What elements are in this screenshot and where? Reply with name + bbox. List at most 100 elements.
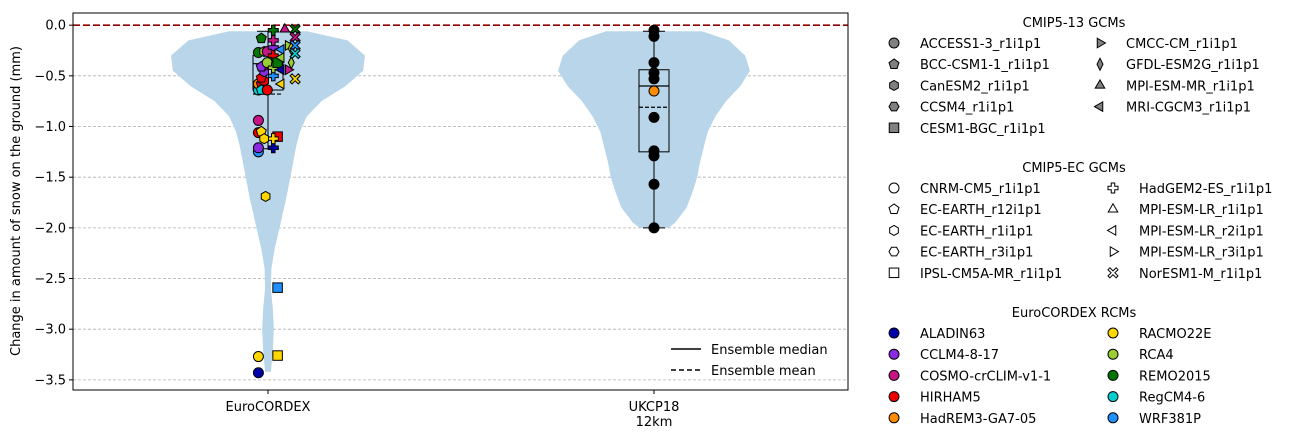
data-point: [648, 73, 660, 85]
legend-item-label: HadGEM2-ES_r1i1p1: [1139, 182, 1272, 197]
data-point: [252, 114, 264, 126]
gridlines: [73, 75, 848, 381]
legend-marker: [889, 224, 899, 236]
legend-item-label: REMO2015: [1139, 369, 1211, 384]
legend-item-label: CCLM4-8-17: [920, 348, 999, 363]
legend-marker: [1096, 57, 1104, 72]
data-point: [252, 367, 264, 379]
legend-marker: [888, 267, 900, 279]
legend-marker: [888, 58, 900, 69]
legend-marker: [1107, 412, 1119, 424]
y-tick-label: −1.5: [34, 171, 66, 186]
legend-item-label: HadREM3-GA7-05: [920, 412, 1036, 427]
violins: [171, 31, 750, 372]
data-point: [259, 133, 269, 145]
data-points: [252, 22, 660, 379]
plot-frame: [72, 12, 849, 391]
data-point: [648, 222, 660, 234]
legend-marker: [1107, 202, 1119, 213]
legend-marker: [888, 327, 900, 339]
data-point: [648, 57, 660, 69]
data-point: [267, 70, 279, 82]
legend-marker: [888, 122, 900, 134]
legend-item-label: MPI-ESM-LR_r1i1p1: [1139, 203, 1264, 218]
y-tick-label: −1.0: [34, 120, 66, 135]
data-point: [272, 282, 283, 293]
violin-euro: [171, 31, 365, 372]
data-point: [274, 43, 285, 56]
legend-section-title: CMIP5-13 GCMs: [1023, 16, 1126, 31]
model-legend: CMIP5-13 GCMs ACCESS1-3_r1i1p1 BCC-CSM1-1_…: [888, 16, 1272, 427]
data-point: [267, 24, 279, 36]
legend-marker: [1107, 182, 1119, 194]
legend-item-label: EC-EARTH_r3i1p1: [920, 246, 1033, 261]
legend-item-label: CNRM-CM5_r1i1p1: [920, 182, 1041, 197]
y-tick-label: −2.0: [34, 221, 66, 236]
y-axis: 0.0 −0.5 −1.0 −1.5 −2.0 −2.5 −3.0 −3.5: [34, 19, 73, 388]
data-point: [274, 64, 285, 76]
legend-marker: [1109, 245, 1120, 258]
y-axis-label: Change in amount of snow on the ground (…: [9, 46, 24, 356]
legend-item-label: RegCM4-6: [1139, 391, 1205, 406]
data-point: [648, 111, 660, 123]
data-point: [267, 142, 279, 154]
legend-item-label: HIRHAM5: [920, 391, 981, 406]
legend-section-title: CMIP5-EC GCMs: [1022, 161, 1126, 176]
y-tick-label: −2.5: [34, 272, 66, 287]
legend-item-label: IPSL-CM5A-MR_r1i1p1: [920, 267, 1062, 282]
legend-item-label: COSMO-crCLIM-v1-1: [920, 369, 1051, 384]
legend-item-label: CMCC-CM_r1i1p1: [1126, 37, 1238, 52]
legend-item-label: CESM1-BGC_r1i1p1: [920, 122, 1046, 137]
legend-marker: [888, 369, 900, 381]
x-tick-label: 12km: [636, 415, 673, 430]
data-point: [272, 350, 283, 361]
legend-section-title: EuroCORDEX RCMs: [1012, 306, 1137, 321]
legend-marker: [888, 348, 900, 360]
x-tick-label: UKCP18: [629, 400, 680, 415]
data-point: [260, 190, 271, 203]
legend-marker: [1107, 391, 1119, 403]
data-point: [284, 64, 295, 76]
data-point: [648, 150, 660, 162]
data-point: [287, 55, 295, 70]
legend-item-label: BCC-CSM1-1_r1i1p1: [920, 58, 1050, 73]
data-point: [289, 73, 301, 85]
legend-marker: [888, 101, 900, 112]
y-tick-label: 0.0: [45, 19, 66, 34]
legend-item-label: CanESM2_r1i1p1: [920, 79, 1030, 94]
legend-item-label: EC-EARTH_r12i1p1: [920, 203, 1042, 218]
data-point: [648, 178, 660, 190]
legend-item-label: NorESM1-M_r1i1p1: [1139, 267, 1262, 282]
legend-item-label: CCSM4_r1i1p1: [920, 101, 1014, 116]
legend-item-label: ALADIN63: [920, 327, 985, 342]
data-point: [261, 84, 273, 96]
legend-item-label: GFDL-ESM2G_r1i1p1: [1126, 58, 1260, 73]
legend-item-label: MRI-CGCM3_r1i1p1: [1126, 101, 1251, 116]
legend-marker: [1107, 348, 1119, 360]
legend-marker: [1106, 224, 1117, 237]
data-point: [648, 30, 660, 42]
violin-ukcp: [558, 31, 750, 228]
legend-marker: [889, 79, 899, 91]
legend-item-label: WRF381P: [1139, 412, 1201, 427]
data-point: [267, 34, 279, 46]
data-point: [289, 39, 301, 52]
data-point: [252, 142, 264, 154]
x-tick-label: EuroCORDEX: [226, 400, 311, 415]
legend-marker: [888, 182, 900, 194]
legend-item-label: RCA4: [1139, 348, 1174, 363]
legend-marker: [888, 37, 900, 49]
legend-item-label: MPI-ESM-LR_r3i1p1: [1139, 246, 1264, 261]
data-point: [255, 32, 267, 44]
ensemble-legend-label: Ensemble mean: [711, 364, 816, 379]
y-tick-label: −3.5: [34, 373, 66, 388]
legend-marker: [888, 391, 900, 403]
legend-marker: [888, 203, 900, 214]
legend-marker: [1096, 37, 1107, 49]
y-tick-label: −3.0: [34, 323, 66, 338]
data-point: [289, 23, 301, 35]
data-point: [252, 351, 264, 363]
legend-item-label: MPI-ESM-MR_r1i1p1: [1126, 79, 1255, 94]
